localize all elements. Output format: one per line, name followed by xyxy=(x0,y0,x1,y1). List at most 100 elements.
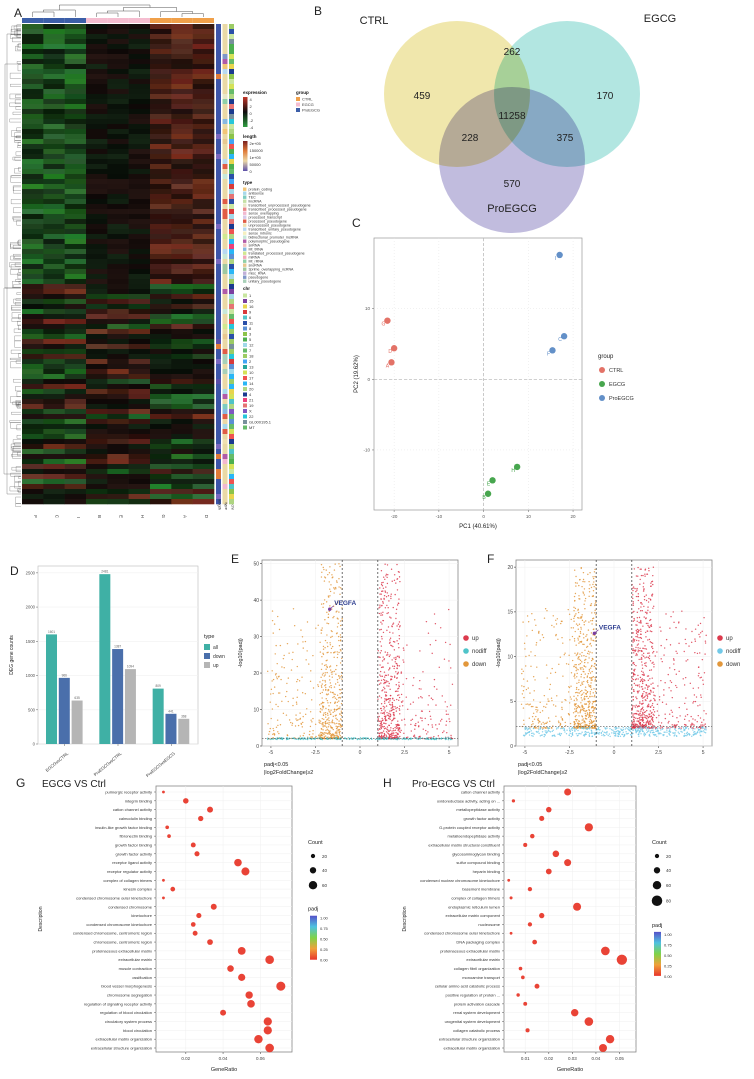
svg-text:E: E xyxy=(119,515,124,518)
svg-text:I: I xyxy=(555,256,556,262)
svg-text:2: 2 xyxy=(250,104,253,109)
svg-text:processed_transcript: processed_transcript xyxy=(249,216,282,220)
svg-text:up: up xyxy=(726,636,733,642)
svg-text:type: type xyxy=(243,180,253,185)
svg-text:A: A xyxy=(386,363,390,369)
svg-text:-10: -10 xyxy=(363,448,370,453)
svg-text:4: 4 xyxy=(249,392,252,397)
svg-text:chr: chr xyxy=(231,504,236,510)
svg-text:D: D xyxy=(388,349,392,355)
svg-text:3prime_overlapping_ncRNA: 3prime_overlapping_ncRNA xyxy=(249,268,295,272)
svg-text:5: 5 xyxy=(249,337,252,342)
svg-text:|log2FoldChange|≥2: |log2FoldChange|≥2 xyxy=(518,770,567,776)
svg-text:F: F xyxy=(547,351,550,357)
svg-text:2: 2 xyxy=(249,359,252,364)
svg-text:19: 19 xyxy=(249,403,254,408)
svg-text:I: I xyxy=(76,517,81,518)
svg-text:muscle contraction: muscle contraction xyxy=(119,966,152,971)
svg-text:20: 20 xyxy=(571,514,577,519)
svg-text:proteinaceous extracellular ma: proteinaceous extracellular matrix xyxy=(92,948,152,953)
svg-text:0: 0 xyxy=(250,169,253,174)
svg-text:0: 0 xyxy=(510,744,513,750)
svg-text:0.04: 0.04 xyxy=(219,1056,228,1061)
svg-text:EGCG: EGCG xyxy=(302,102,314,107)
svg-text:0: 0 xyxy=(250,111,253,116)
svg-text:500: 500 xyxy=(28,707,36,712)
svg-text:condensed chromosome kinetocho: condensed chromosome kinetochore xyxy=(86,922,152,927)
svg-text:unprocessed_pseudogene: unprocessed_pseudogene xyxy=(249,224,291,228)
svg-text:G: G xyxy=(161,514,166,518)
svg-text:B: B xyxy=(97,515,102,518)
svg-text:20: 20 xyxy=(253,671,259,677)
svg-text:1: 1 xyxy=(249,293,252,298)
svg-text:miRNA: miRNA xyxy=(249,256,261,260)
svg-text:ProEGCG: ProEGCG xyxy=(302,108,320,113)
svg-text:growth factor binding: growth factor binding xyxy=(115,842,152,847)
dotplot-g-title: EGCG VS Ctrl xyxy=(42,779,106,790)
svg-text:2500: 2500 xyxy=(26,570,36,575)
svg-text:4: 4 xyxy=(250,97,253,102)
svg-text:0.06: 0.06 xyxy=(256,1056,265,1061)
svg-text:misc_RNA: misc_RNA xyxy=(249,272,267,276)
svg-text:CTRL: CTRL xyxy=(609,368,623,374)
svg-text:X: X xyxy=(249,409,252,414)
barchart-panel: 0 500 1000 1500 2000 2500 1601 966 635 EGCGvsCTRL… xyxy=(9,565,225,778)
panel-label-f: F xyxy=(487,552,495,566)
svg-text:22: 22 xyxy=(249,414,254,419)
svg-text:snoRNA: snoRNA xyxy=(249,264,263,268)
svg-text:368: 368 xyxy=(181,714,187,718)
svg-text:|log2FoldChange|≥2: |log2FoldChange|≥2 xyxy=(264,770,313,776)
svg-text:7: 7 xyxy=(249,348,252,353)
svg-text:E: E xyxy=(487,481,491,487)
panel-label-d: D xyxy=(10,564,19,578)
svg-text:170: 170 xyxy=(597,91,614,102)
svg-text:1601: 1601 xyxy=(48,630,55,634)
svg-text:ProEGCG: ProEGCG xyxy=(487,203,537,215)
svg-text:C: C xyxy=(55,515,60,519)
svg-text:padj<0.05: padj<0.05 xyxy=(518,762,542,768)
dotplot-g-panel: 0.02 0.04 0.06 purinergic receptor activity… xyxy=(38,785,329,1073)
svg-text:-log10(padj): -log10(padj) xyxy=(238,638,244,668)
svg-text:1000: 1000 xyxy=(26,673,36,678)
svg-text:50000: 50000 xyxy=(250,162,262,167)
svg-text:-4: -4 xyxy=(250,125,254,130)
svg-text:lincRNA: lincRNA xyxy=(249,200,263,204)
svg-text:A: A xyxy=(183,515,188,518)
svg-text:unitary_pseudogene: unitary_pseudogene xyxy=(249,280,282,284)
svg-text:5: 5 xyxy=(510,699,513,705)
svg-text:20: 20 xyxy=(249,387,254,392)
svg-text:15: 15 xyxy=(249,299,254,304)
svg-text:EGCGvsCTRL: EGCGvsCTRL xyxy=(45,751,70,773)
svg-text:0: 0 xyxy=(359,750,362,756)
svg-text:receptor regulator activity: receptor regulator activity xyxy=(107,869,152,874)
dotplot-h-title: Pro-EGCG VS Ctrl xyxy=(412,779,495,790)
volcano-f-panel: -5 -2.5 0 2.5 5 0 5 10 15 20 VEGFA -log10(padj) padj… xyxy=(496,559,741,776)
svg-text:809: 809 xyxy=(156,684,162,688)
svg-text:5: 5 xyxy=(702,750,705,756)
svg-text:fibronectin binding: fibronectin binding xyxy=(120,834,152,839)
svg-text:CTRL: CTRL xyxy=(302,97,313,102)
svg-text:polymorphic_pseudogene: polymorphic_pseudogene xyxy=(249,240,290,244)
svg-text:10: 10 xyxy=(365,306,371,311)
svg-text:B: B xyxy=(482,495,486,501)
svg-text:MT: MT xyxy=(249,425,255,430)
svg-text:group: group xyxy=(598,354,614,360)
svg-text:10: 10 xyxy=(526,514,532,519)
svg-text:8: 8 xyxy=(249,326,252,331)
panel-label-c: C xyxy=(352,216,361,230)
svg-text:padj<0.05: padj<0.05 xyxy=(264,762,288,768)
svg-text:processed_pseudogene: processed_pseudogene xyxy=(249,220,287,224)
svg-text:PC1 (40.61%): PC1 (40.61%) xyxy=(459,524,497,530)
svg-text:insulin-like growth factor bin: insulin-like growth factor binding xyxy=(95,825,152,830)
svg-text:receptor ligand activity: receptor ligand activity xyxy=(112,860,152,865)
svg-text:kinesin complex: kinesin complex xyxy=(124,887,152,892)
svg-text:150000: 150000 xyxy=(250,148,264,153)
svg-text:expression: expression xyxy=(243,90,267,95)
svg-text:40: 40 xyxy=(253,598,259,604)
svg-text:15: 15 xyxy=(507,610,513,616)
svg-text:459: 459 xyxy=(414,91,431,102)
svg-text:integrin binding: integrin binding xyxy=(125,798,152,803)
svg-text:purinergic receptor activity: purinergic receptor activity xyxy=(105,790,152,795)
svg-text:3: 3 xyxy=(249,332,252,337)
svg-text:sense_overlapping: sense_overlapping xyxy=(249,212,279,216)
